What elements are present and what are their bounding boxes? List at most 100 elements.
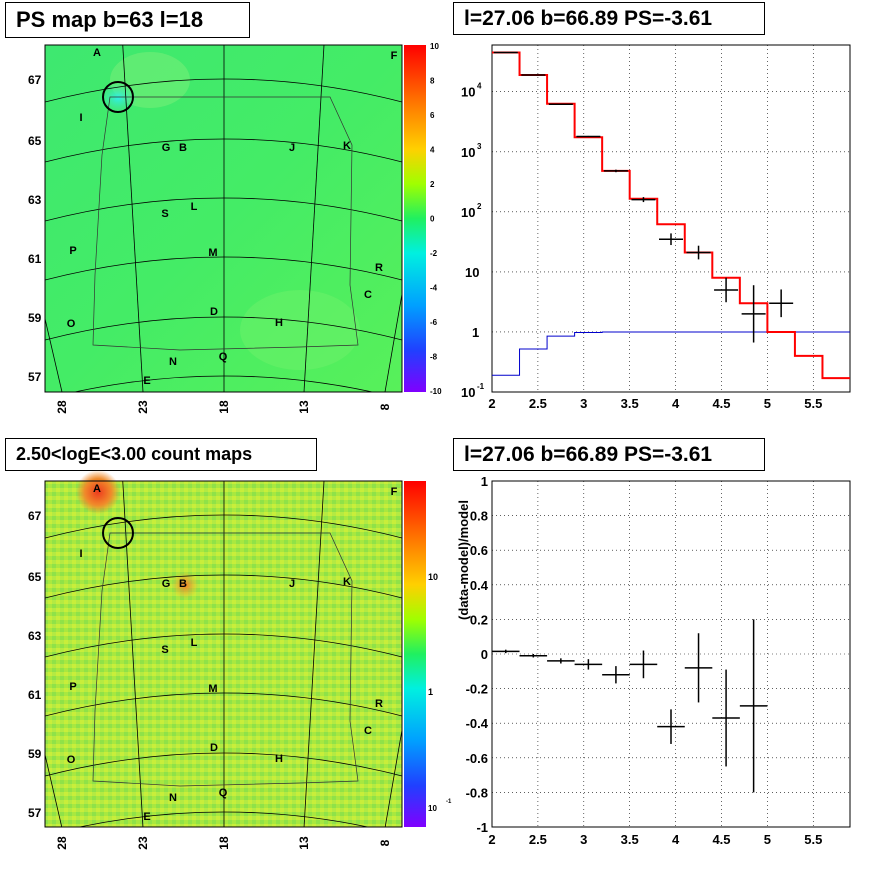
lat-tick-label: 65: [28, 134, 42, 148]
meridian-line: [122, 481, 144, 827]
parallel-line: [45, 633, 402, 658]
source-label-Q: Q: [219, 787, 228, 799]
parallel-line: [45, 78, 402, 103]
count-sky-map: A F I G B J K S L P M R C D H O Q N E 10 1 10 -1 67 65 63 61 59 57…: [28, 470, 452, 850]
spectrum-y-tick-exp: 4: [477, 82, 482, 91]
lon-tick-label: 23: [136, 836, 150, 850]
spectrum-x-tick: 3: [580, 396, 587, 411]
meridian-line: [45, 316, 63, 392]
source-label-S: S: [161, 208, 168, 220]
source-label-J: J: [289, 578, 295, 590]
residual-y-tick: 0.6: [470, 543, 488, 558]
source-label-A: A: [93, 483, 101, 495]
source-label-M: M: [208, 247, 217, 259]
source-label-A: A: [93, 47, 101, 59]
spectrum-y-tick: 10: [461, 85, 475, 100]
ps-sky-map: A F I G B J K S L P M R C D H O Q N E 10 8 6 4 2 0 -2 -4 -6 -8 -10 6…: [28, 42, 442, 414]
lon-tick-label: 18: [217, 836, 231, 850]
ps-colorbar-labels: 10 8 6 4 2 0 -2 -4 -6 -8 -10: [430, 42, 442, 396]
count-map-position-circle: [102, 517, 134, 549]
meridian-line: [303, 45, 325, 392]
residual-x-tick: 3: [580, 832, 587, 847]
lon-tick-label: 13: [297, 400, 311, 414]
colorbar-tick-label: -6: [430, 318, 438, 327]
residual-ticks: 2 2.5 3 3.5 4 4.5 5 5.5 1 0.8 0.6 0.4 0.2 0 -0.2 -0.4 -0…: [456, 474, 822, 847]
residual-x-tick: 5.5: [804, 832, 822, 847]
source-label-H: H: [275, 753, 283, 765]
spectrum-series: [492, 51, 850, 380]
survey-boundary: [92, 96, 359, 351]
parallel-line: [45, 514, 402, 539]
colorbar-tick-label: 8: [430, 77, 435, 86]
source-label-R: R: [375, 262, 383, 274]
parallel-line: [77, 811, 370, 827]
source-label-O: O: [67, 754, 76, 766]
spectrum-y-tick-exp: 3: [477, 142, 482, 151]
source-label-K: K: [343, 576, 351, 588]
source-label-R: R: [375, 698, 383, 710]
spectrum-x-tick: 2.5: [529, 396, 547, 411]
ps-map-patch: [240, 290, 360, 370]
parallel-line: [45, 138, 402, 163]
residual-y-tick: 0.4: [470, 578, 489, 593]
spectrum-y-tick: 10: [461, 385, 475, 400]
colorbar-tick-label: -10: [430, 387, 442, 396]
residual-y-tick: -1: [476, 820, 488, 835]
spectrum-x-tick: 2: [488, 396, 495, 411]
lon-tick-label: 28: [55, 836, 69, 850]
colorbar-tick-label: 6: [430, 111, 435, 120]
ps-map-grid: [45, 45, 402, 392]
spectrum-x-tick: 5: [764, 396, 771, 411]
source-label-B: B: [179, 578, 187, 590]
ps-map-source-labels: A F I G B J K S L P M R C D H O Q N E: [67, 47, 398, 387]
residual-y-tick: 0.8: [470, 509, 488, 524]
colorbar-tick-label: -2: [430, 249, 438, 258]
residual-x-tick: 4.5: [712, 832, 730, 847]
lat-tick-label: 57: [28, 806, 42, 820]
meridian-line: [384, 727, 402, 827]
lat-tick-label: 59: [28, 311, 42, 325]
residual-plot-area: [491, 480, 851, 828]
lat-tick-label: 67: [28, 509, 42, 523]
meridian-line: [384, 291, 402, 392]
lon-tick-label: 13: [297, 836, 311, 850]
colorbar-tick-label: 10: [428, 804, 437, 813]
count-map-source-B: [171, 571, 199, 599]
source-label-I: I: [79, 112, 82, 124]
source-label-I: I: [79, 548, 82, 560]
spectrum-title: l=27.06 b=66.89 PS=-3.61: [453, 2, 765, 35]
source-label-G: G: [162, 142, 171, 154]
residual-y-tick: -0.4: [466, 716, 489, 731]
spectrum-y-tick: 1: [472, 325, 479, 340]
lat-tick-label: 63: [28, 193, 42, 207]
lat-tick-label: 59: [28, 747, 42, 761]
residual-chart: 2 2.5 3 3.5 4 4.5 5 5.5 1 0.8 0.6 0.4 0.2 0 -0.2 -0.4 -0…: [456, 474, 851, 847]
spectrum-x-tick: 4.5: [712, 396, 730, 411]
source-label-B: B: [179, 142, 187, 154]
parallel-line: [45, 256, 402, 281]
residual-x-tick: 2: [488, 832, 495, 847]
source-label-M: M: [208, 683, 217, 695]
lon-tick-label: 8: [378, 403, 392, 410]
spectrum-y-tick: 10: [461, 145, 475, 160]
residual-points: [492, 619, 768, 793]
source-label-P: P: [69, 681, 76, 693]
lat-tick-label: 61: [28, 252, 42, 266]
ps-map-title: PS map b=63 l=18: [5, 2, 250, 38]
source-label-G: G: [162, 578, 171, 590]
source-label-H: H: [275, 317, 283, 329]
spectrum-y-tick: 10: [461, 205, 475, 220]
residual-y-tick: -0.2: [466, 682, 488, 697]
source-label-D: D: [210, 742, 218, 754]
spectrum-plot-area: [491, 44, 851, 393]
spectrum-y-tick-exp: -1: [477, 382, 485, 391]
source-label-K: K: [343, 140, 351, 152]
parallel-line: [45, 752, 402, 777]
count-map-source-labels: A F I G B J K S L P M R C D H O Q N E: [67, 483, 398, 823]
colorbar-tick-label: -1: [446, 799, 452, 805]
count-map-frame: [44, 480, 403, 828]
source-label-E: E: [143, 811, 150, 823]
spectrum-x-tick: 5.5: [804, 396, 822, 411]
parallel-line: [45, 692, 402, 717]
source-label-C: C: [364, 289, 372, 301]
